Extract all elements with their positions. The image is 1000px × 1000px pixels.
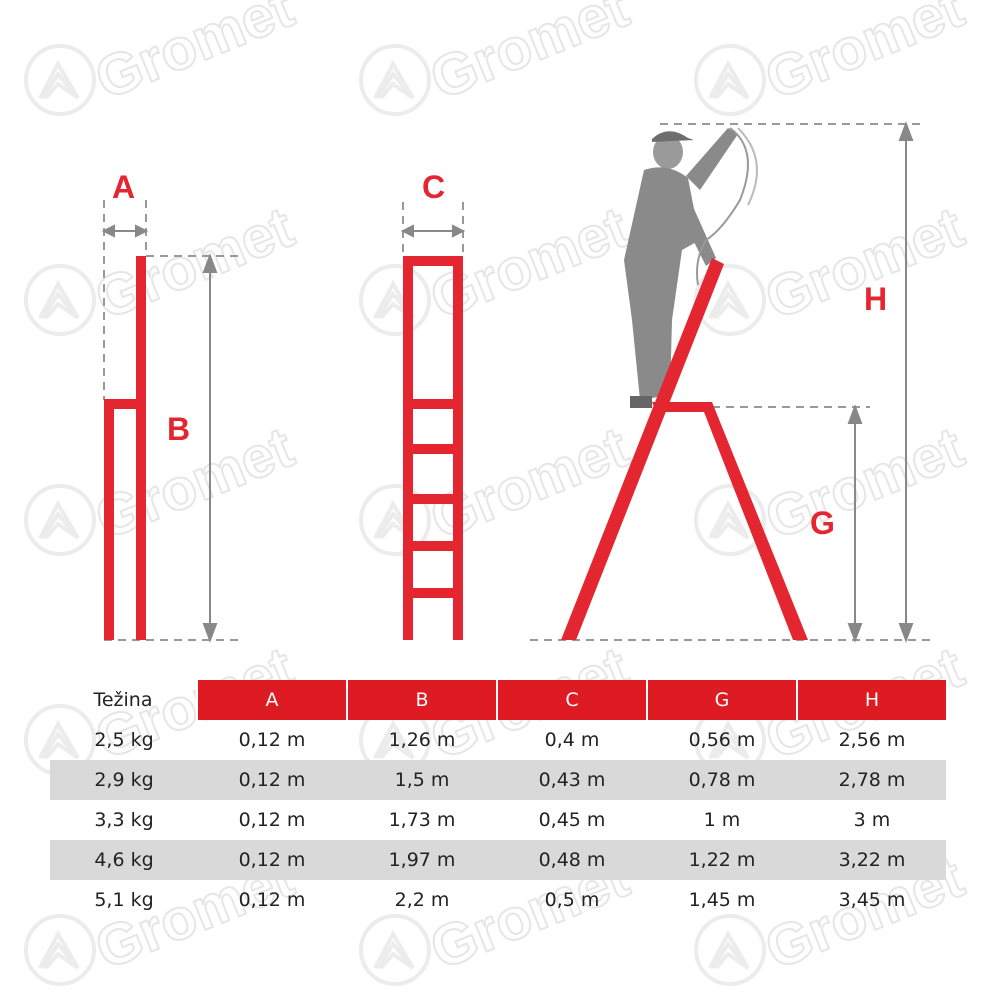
cell-b: 1,26 m [388, 729, 456, 751]
cell-h: 3 m [853, 809, 891, 831]
watermark-logo-icon [359, 44, 431, 116]
side-view-ladder: A B [101, 169, 238, 643]
watermark-logo-icon [24, 914, 96, 986]
cell-c: 0,5 m [544, 889, 600, 911]
table-row: 4,6 kg 0,12 m 1,97 m 0,48 m 1,22 m 3,22 … [50, 840, 946, 880]
specifications-table: Težina A B C G H 2,5 kg 0,12 m 1,26 m 0,… [50, 680, 946, 920]
cell-g: 0,78 m [646, 760, 796, 800]
header-b: B [346, 680, 496, 720]
label-b: B [167, 411, 190, 447]
cell-a: 0,12 m [238, 809, 306, 831]
header-c: C [496, 680, 646, 720]
cell-b: 1,5 m [346, 760, 496, 800]
cell-a: 0,12 m [196, 840, 346, 880]
header-h: H [796, 680, 946, 720]
cell-h: 3,22 m [796, 840, 946, 880]
header-g: G [646, 680, 796, 720]
cell-h: 2,56 m [838, 729, 906, 751]
cell-g: 1,22 m [646, 840, 796, 880]
cell-c: 0,43 m [496, 760, 646, 800]
cell-a: 0,12 m [238, 889, 306, 911]
watermark-logo-icon [24, 484, 96, 556]
cell-c: 0,48 m [496, 840, 646, 880]
cell-h: 3,45 m [838, 889, 906, 911]
cell-b: 1,97 m [346, 840, 496, 880]
cell-b: 2,2 m [394, 889, 450, 911]
cell-weight: 2,9 kg [50, 760, 196, 800]
cell-c: 0,4 m [544, 729, 600, 751]
table-row: 5,1 kg 0,12 m 2,2 m 0,5 m 1,45 m 3,45 m [50, 880, 946, 920]
label-a: A [112, 169, 135, 205]
cell-a: 0,12 m [196, 760, 346, 800]
cell-c: 0,45 m [538, 809, 606, 831]
watermark-logo-icon [694, 914, 766, 986]
cell-g: 0,56 m [688, 729, 756, 751]
ladder-dimension-diagram: A B C [101, 121, 930, 643]
label-g: G [810, 505, 835, 541]
header-a: A [196, 680, 346, 720]
table-row: 3,3 kg 0,12 m 1,73 m 0,45 m 1 m 3 m [50, 800, 946, 840]
header-weight: Težina [93, 689, 153, 711]
cell-b: 1,73 m [388, 809, 456, 831]
cell-g: 1 m [703, 809, 741, 831]
table-row: 2,5 kg 0,12 m 1,26 m 0,4 m 0,56 m 2,56 m [50, 720, 946, 760]
cell-g: 1,45 m [688, 889, 756, 911]
watermark-logo-icon [694, 484, 766, 556]
step-ladder-in-use: H G [530, 121, 930, 643]
worker-figure [624, 127, 758, 408]
cell-weight: 5,1 kg [94, 889, 154, 911]
cell-weight: 3,3 kg [94, 809, 154, 831]
table-header-row: Težina A B C G H [50, 680, 946, 720]
watermark-logo-icon [24, 44, 96, 116]
watermark-logo-icon [24, 264, 96, 336]
table-row: 2,9 kg 0,12 m 1,5 m 0,43 m 0,78 m 2,78 m [50, 760, 946, 800]
cell-weight: 4,6 kg [50, 840, 196, 880]
front-view-ladder: C [400, 169, 466, 640]
watermark-logo-icon [694, 44, 766, 116]
cell-a: 0,12 m [238, 729, 306, 751]
watermark-logo-icon [359, 914, 431, 986]
watermark-logo-icon [24, 704, 96, 776]
cell-weight: 2,5 kg [94, 729, 154, 751]
label-h: H [864, 281, 887, 317]
label-c: C [422, 169, 445, 205]
cell-h: 2,78 m [796, 760, 946, 800]
